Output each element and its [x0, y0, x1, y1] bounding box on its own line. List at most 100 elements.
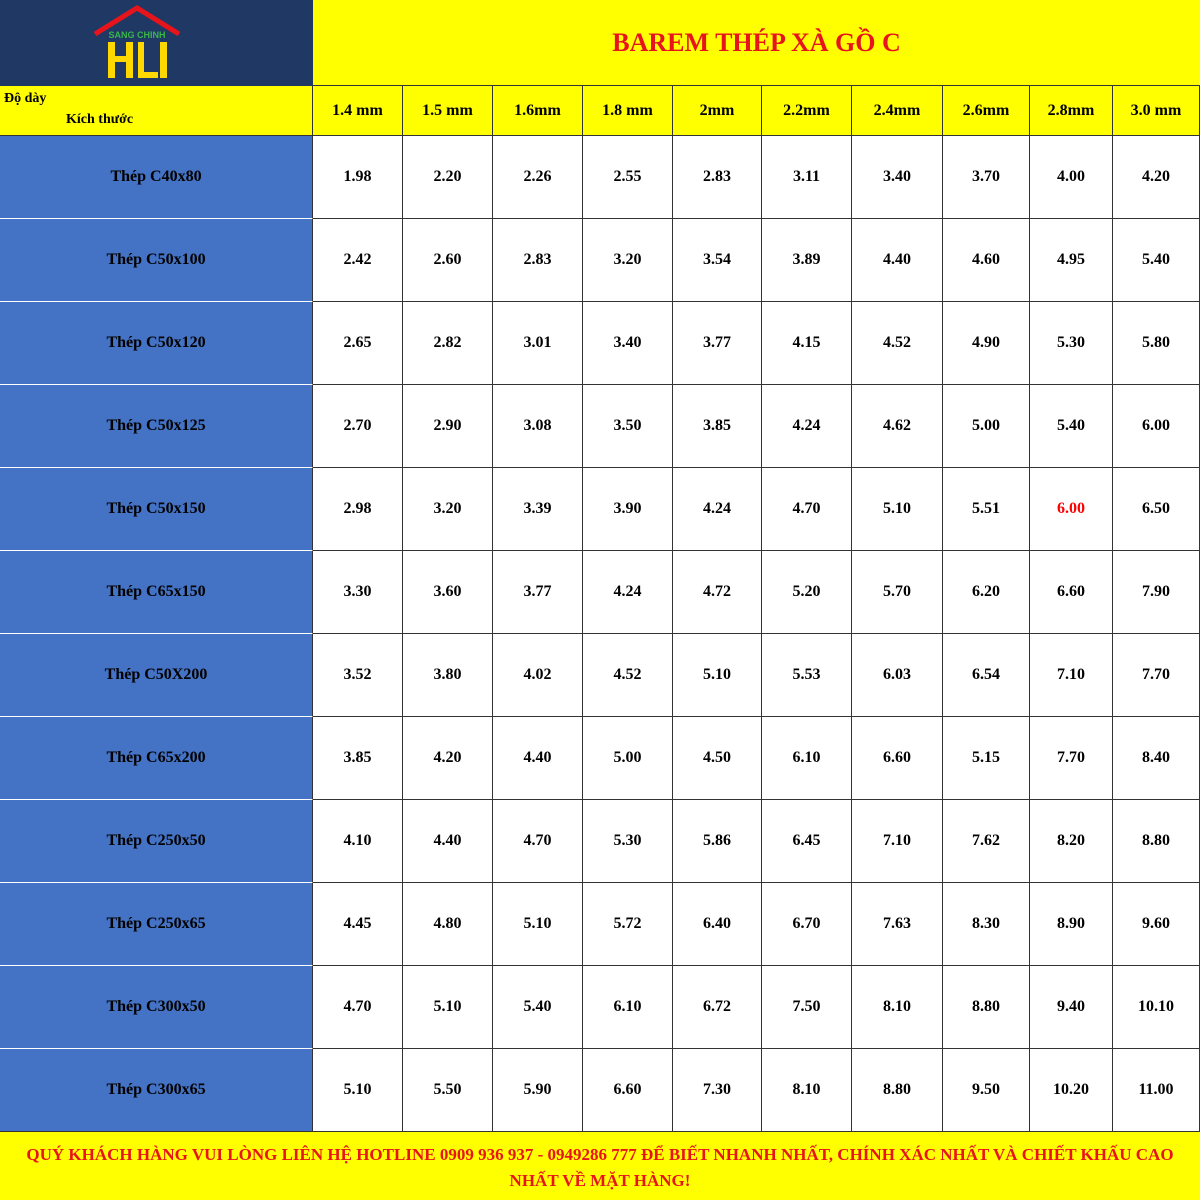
value-cell: 3.77: [493, 551, 583, 634]
corner-header: Độ dày Kích thước: [0, 86, 313, 136]
value-cell: 5.40: [1113, 219, 1200, 302]
value-cell: 4.45: [313, 883, 403, 966]
value-cell: 6.10: [762, 717, 852, 800]
corner-label: Độ dày: [4, 91, 47, 106]
value-cell: 4.24: [583, 551, 673, 634]
value-cell: 2.82: [403, 302, 493, 385]
row-label: Thép C65x200: [0, 717, 313, 800]
value-cell: 5.86: [673, 800, 762, 883]
column-header: 3.0 mm: [1113, 86, 1200, 136]
value-cell: 3.60: [403, 551, 493, 634]
value-cell: 6.60: [852, 717, 943, 800]
logo-roof: [93, 5, 181, 37]
value-cell: 4.62: [852, 385, 943, 468]
footer-note: QUÝ KHÁCH HÀNG VUI LÒNG LIÊN HỆ HOTLINE …: [0, 1131, 1200, 1200]
value-cell: 7.62: [943, 800, 1030, 883]
value-cell: 7.10: [852, 800, 943, 883]
column-header: 2mm: [673, 86, 762, 136]
value-cell: 4.90: [943, 302, 1030, 385]
value-cell: 3.08: [493, 385, 583, 468]
value-cell: 4.72: [673, 551, 762, 634]
value-cell: 2.42: [313, 219, 403, 302]
value-cell: 3.11: [762, 136, 852, 219]
value-cell: 4.40: [852, 219, 943, 302]
row-label: Thép C50x125: [0, 385, 313, 468]
value-cell: 7.30: [673, 1049, 762, 1132]
value-cell: 3.40: [852, 136, 943, 219]
value-cell: 9.60: [1113, 883, 1200, 966]
value-cell: 10.20: [1030, 1049, 1113, 1132]
value-cell: 2.60: [403, 219, 493, 302]
value-cell: 5.00: [943, 385, 1030, 468]
value-cell: 8.80: [1113, 800, 1200, 883]
value-cell: 2.20: [403, 136, 493, 219]
value-cell: 6.10: [583, 966, 673, 1049]
value-cell: 5.70: [852, 551, 943, 634]
column-header: 1.6mm: [493, 86, 583, 136]
value-cell: 2.26: [493, 136, 583, 219]
value-cell: 2.83: [673, 136, 762, 219]
value-cell: 6.70: [762, 883, 852, 966]
value-cell: 6.50: [1113, 468, 1200, 551]
value-cell: 8.40: [1113, 717, 1200, 800]
value-cell: 5.50: [403, 1049, 493, 1132]
value-cell: 3.70: [943, 136, 1030, 219]
value-cell: 2.83: [493, 219, 583, 302]
value-cell: 4.70: [313, 966, 403, 1049]
column-header: 2.8mm: [1030, 86, 1113, 136]
value-cell: 2.90: [403, 385, 493, 468]
value-cell: 4.95: [1030, 219, 1113, 302]
value-cell: 3.90: [583, 468, 673, 551]
value-cell: 6.72: [673, 966, 762, 1049]
value-cell: 2.65: [313, 302, 403, 385]
column-header: 1.5 mm: [403, 86, 493, 136]
value-cell: 4.00: [1030, 136, 1113, 219]
value-cell: 5.30: [1030, 302, 1113, 385]
value-cell: 2.98: [313, 468, 403, 551]
value-cell: 8.10: [852, 966, 943, 1049]
value-cell: 11.00: [1113, 1049, 1200, 1132]
value-cell: 3.77: [673, 302, 762, 385]
value-cell: 8.10: [762, 1049, 852, 1132]
value-cell: 6.45: [762, 800, 852, 883]
value-cell: 5.15: [943, 717, 1030, 800]
column-header: 1.4 mm: [313, 86, 403, 136]
value-cell: 5.10: [852, 468, 943, 551]
column-header: 2.4mm: [852, 86, 943, 136]
value-cell: 4.70: [493, 800, 583, 883]
value-cell: 10.10: [1113, 966, 1200, 1049]
row-label: Thép C50x150: [0, 468, 313, 551]
value-cell: 3.54: [673, 219, 762, 302]
value-cell: 9.40: [1030, 966, 1113, 1049]
value-cell: 5.10: [403, 966, 493, 1049]
logo: SANG CHINH: [0, 0, 313, 86]
value-cell: 4.20: [1113, 136, 1200, 219]
row-label: Thép C300x65: [0, 1049, 313, 1132]
row-label: Thép C250x65: [0, 883, 313, 966]
value-cell: 5.40: [493, 966, 583, 1049]
value-cell: 2.55: [583, 136, 673, 219]
value-cell: 6.00: [1030, 468, 1113, 551]
value-cell: 3.89: [762, 219, 852, 302]
value-cell: 4.60: [943, 219, 1030, 302]
row-label: Thép C50x120: [0, 302, 313, 385]
value-cell: 5.80: [1113, 302, 1200, 385]
value-cell: 5.20: [762, 551, 852, 634]
value-cell: 4.80: [403, 883, 493, 966]
value-cell: 6.60: [583, 1049, 673, 1132]
corner-label: Kích thước: [66, 112, 134, 127]
value-cell: 7.10: [1030, 634, 1113, 717]
row-label: Thép C250x50: [0, 800, 313, 883]
logo-brand: SANG CHINH: [108, 30, 165, 40]
row-label: Thép C65x150: [0, 551, 313, 634]
value-cell: 4.15: [762, 302, 852, 385]
value-cell: 6.00: [1113, 385, 1200, 468]
value-cell: 6.60: [1030, 551, 1113, 634]
value-cell: 3.20: [403, 468, 493, 551]
value-cell: 4.24: [762, 385, 852, 468]
value-cell: 8.80: [943, 966, 1030, 1049]
value-cell: 8.90: [1030, 883, 1113, 966]
value-cell: 3.40: [583, 302, 673, 385]
column-header: 2.2mm: [762, 86, 852, 136]
